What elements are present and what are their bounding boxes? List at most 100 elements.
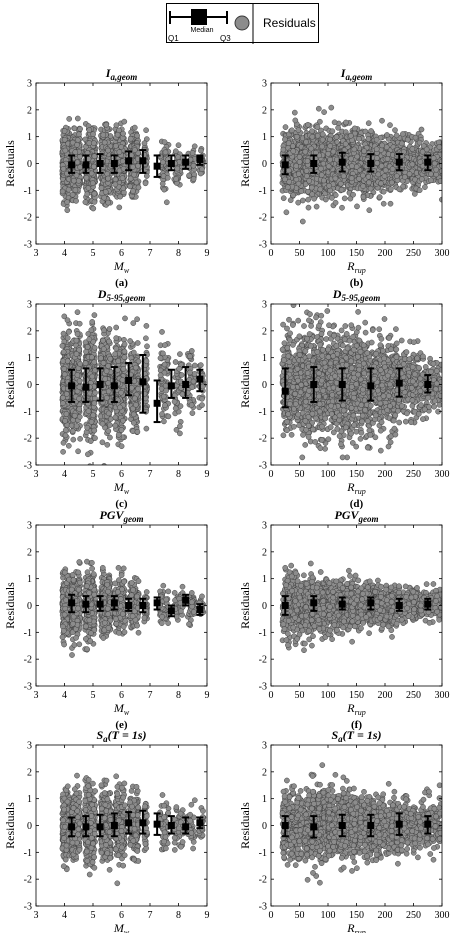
- residual-point: [366, 179, 372, 186]
- residual-point: [131, 147, 138, 153]
- residual-point: [317, 186, 324, 193]
- median-marker: [196, 155, 204, 163]
- panel-c: 3 4 5 6 7 8 9-3-2-10123ResidualsMwD5-95,geom(c…: [3, 287, 210, 510]
- residual-point: [76, 395, 82, 402]
- residual-point: [89, 319, 96, 325]
- residual-point: [76, 131, 82, 138]
- panel-label: (a): [115, 277, 128, 289]
- residual-point: [375, 171, 382, 178]
- residual-point: [88, 327, 95, 333]
- residual-point: [105, 147, 111, 154]
- residual-point: [338, 186, 345, 193]
- residual-point: [378, 163, 385, 169]
- residual-point: [353, 163, 360, 170]
- residual-point: [82, 360, 89, 367]
- residual-point: [327, 156, 333, 163]
- residual-point: [74, 309, 81, 316]
- y-tick-label: -3: [259, 240, 267, 251]
- residual-point: [348, 132, 354, 139]
- residual-point: [60, 349, 67, 355]
- residual-point: [88, 354, 95, 361]
- residual-point: [61, 366, 68, 372]
- residual-point: [172, 148, 179, 155]
- residual-point: [72, 149, 79, 156]
- residual-point: [84, 191, 91, 198]
- errorbar: [68, 154, 76, 174]
- residual-point: [74, 115, 81, 122]
- residual-point: [100, 132, 107, 138]
- residual-point: [282, 176, 288, 183]
- residual-point: [76, 406, 83, 412]
- residual-point: [384, 155, 391, 162]
- residual-point: [379, 117, 385, 124]
- residual-point: [368, 128, 374, 134]
- residual-point: [71, 412, 78, 419]
- residual-point: [354, 203, 360, 210]
- residual-point: [401, 174, 408, 180]
- residual-point: [62, 432, 69, 439]
- residual-point: [332, 175, 339, 182]
- residual-point: [382, 167, 389, 174]
- residual-point: [64, 335, 71, 341]
- residual-point: [388, 179, 395, 186]
- residual-point: [68, 422, 75, 429]
- residual-point: [61, 136, 68, 143]
- residual-point: [71, 177, 77, 184]
- x-tick-label: 8: [176, 248, 181, 259]
- residual-point: [360, 194, 367, 200]
- x-axis-label: Mw: [113, 259, 130, 275]
- residual-point: [295, 199, 302, 206]
- residual-point: [387, 186, 394, 192]
- residual-point: [406, 171, 413, 177]
- residual-point: [373, 136, 380, 143]
- residual-point: [130, 188, 136, 194]
- residual-point: [285, 140, 292, 147]
- residual-point: [374, 155, 380, 161]
- median-marker: [367, 160, 375, 167]
- residual-point: [71, 125, 78, 132]
- errorbar: [196, 154, 204, 166]
- legend-median-marker: [191, 9, 207, 25]
- residual-point: [91, 400, 98, 407]
- residual-point: [339, 204, 345, 211]
- residual-point: [133, 179, 140, 186]
- errorbar: [82, 154, 90, 174]
- residual-point: [74, 331, 81, 337]
- residual-point: [141, 140, 148, 147]
- residual-point: [327, 136, 333, 143]
- residual-point: [75, 448, 81, 455]
- residual-point: [299, 197, 306, 204]
- residual-point: [91, 427, 98, 434]
- residual-point: [91, 359, 98, 366]
- residual-point: [59, 342, 66, 349]
- residual-point: [101, 139, 108, 146]
- residual-point: [112, 181, 119, 188]
- median-marker: [82, 161, 90, 169]
- median-marker: [395, 158, 403, 166]
- residual-point: [366, 207, 373, 214]
- residual-point: [89, 373, 96, 380]
- residual-point: [416, 139, 423, 146]
- residual-point: [88, 418, 95, 425]
- residual-point: [83, 348, 89, 355]
- residual-point: [325, 150, 331, 157]
- residual-point: [91, 190, 98, 197]
- residual-point: [143, 127, 149, 134]
- residual-point: [392, 127, 398, 133]
- errorbar: [139, 149, 147, 174]
- residual-point: [190, 176, 197, 182]
- residual-point: [282, 136, 288, 143]
- residual-point: [114, 131, 121, 138]
- residual-point: [317, 118, 323, 125]
- residual-point: [92, 389, 98, 396]
- residual-point: [318, 172, 325, 178]
- median-marker: [68, 161, 76, 169]
- residual-point: [72, 187, 79, 193]
- residual-point: [60, 439, 67, 446]
- residual-point: [63, 411, 70, 417]
- residual-point: [304, 173, 310, 179]
- residual-point: [308, 184, 315, 191]
- residual-point: [74, 372, 81, 378]
- residual-point: [88, 170, 95, 177]
- residual-point: [73, 351, 80, 357]
